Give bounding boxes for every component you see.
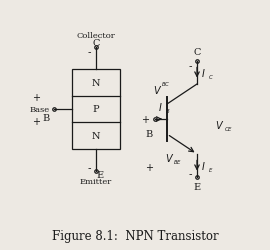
Text: -: - [87, 47, 91, 57]
Text: $_{BC}$: $_{BC}$ [161, 80, 170, 89]
Text: Collector: Collector [77, 32, 115, 40]
Text: +: + [141, 114, 149, 124]
Text: $_{BE}$: $_{BE}$ [173, 158, 182, 167]
Text: E: E [96, 171, 104, 180]
Text: $_C$: $_C$ [208, 73, 214, 82]
Text: $_E$: $_E$ [208, 166, 214, 174]
Bar [72, 70, 120, 150]
Text: $_B$: $_B$ [165, 107, 170, 116]
Text: $I$: $I$ [158, 100, 163, 112]
Text: B: B [42, 114, 50, 123]
Text: $V$: $V$ [215, 118, 224, 130]
Text: C: C [193, 48, 201, 57]
Text: +: + [32, 116, 40, 126]
Text: P: P [93, 105, 99, 114]
Text: B: B [146, 130, 153, 138]
Text: N: N [92, 78, 100, 88]
Text: $I$: $I$ [201, 160, 206, 172]
Text: C: C [92, 39, 100, 48]
Text: +: + [145, 162, 153, 172]
Text: $V$: $V$ [165, 152, 174, 163]
Text: -: - [87, 162, 91, 172]
Text: Base: Base [30, 106, 50, 114]
Text: Emitter: Emitter [80, 177, 112, 185]
Text: $I$: $I$ [201, 67, 206, 79]
Text: $V$: $V$ [153, 84, 162, 96]
Text: -: - [188, 61, 192, 71]
Text: N: N [92, 132, 100, 140]
Text: Figure 8.1:  NPN Transistor: Figure 8.1: NPN Transistor [52, 229, 218, 242]
Text: +: + [32, 93, 40, 102]
Text: -: - [188, 168, 192, 178]
Text: $_{CE}$: $_{CE}$ [224, 125, 233, 134]
Text: E: E [193, 182, 201, 191]
